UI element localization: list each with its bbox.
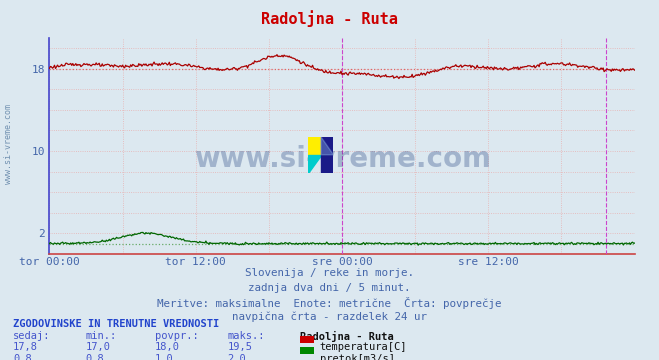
Text: sedaj:: sedaj: xyxy=(13,331,51,341)
Polygon shape xyxy=(321,137,333,173)
Text: www.si-vreme.com: www.si-vreme.com xyxy=(194,145,490,173)
Text: maks.:: maks.: xyxy=(227,331,265,341)
Text: Radoljna - Ruta: Radoljna - Ruta xyxy=(300,331,393,342)
Text: Meritve: maksimalne  Enote: metrične  Črta: povprečje: Meritve: maksimalne Enote: metrične Črta… xyxy=(158,297,501,309)
Polygon shape xyxy=(321,137,333,155)
Text: zadnja dva dni / 5 minut.: zadnja dva dni / 5 minut. xyxy=(248,283,411,293)
Text: temperatura[C]: temperatura[C] xyxy=(320,342,407,352)
Text: www.si-vreme.com: www.si-vreme.com xyxy=(4,104,13,184)
Text: 0,8: 0,8 xyxy=(86,354,104,360)
Polygon shape xyxy=(308,137,321,155)
Polygon shape xyxy=(308,155,321,173)
Text: navpična črta - razdelek 24 ur: navpična črta - razdelek 24 ur xyxy=(232,311,427,322)
Text: 2,0: 2,0 xyxy=(227,354,246,360)
Text: 17,8: 17,8 xyxy=(13,342,38,352)
Text: ZGODOVINSKE IN TRENUTNE VREDNOSTI: ZGODOVINSKE IN TRENUTNE VREDNOSTI xyxy=(13,319,219,329)
Text: Radoljna - Ruta: Radoljna - Ruta xyxy=(261,10,398,27)
Text: 0,8: 0,8 xyxy=(13,354,32,360)
Text: 19,5: 19,5 xyxy=(227,342,252,352)
Text: min.:: min.: xyxy=(86,331,117,341)
Text: 18,0: 18,0 xyxy=(155,342,180,352)
Text: 1,0: 1,0 xyxy=(155,354,173,360)
Text: povpr.:: povpr.: xyxy=(155,331,198,341)
Text: 17,0: 17,0 xyxy=(86,342,111,352)
Text: Slovenija / reke in morje.: Slovenija / reke in morje. xyxy=(245,268,414,278)
Text: pretok[m3/s]: pretok[m3/s] xyxy=(320,354,395,360)
